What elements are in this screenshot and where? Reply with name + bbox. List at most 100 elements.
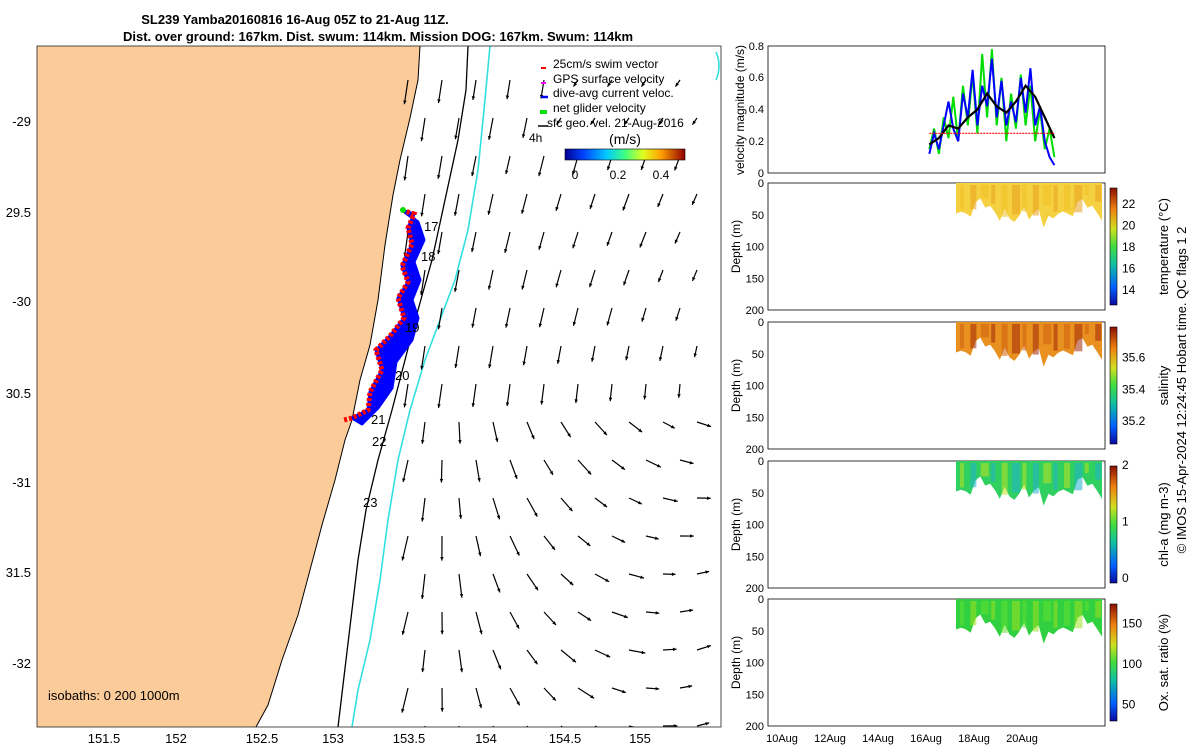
section-colorbar — [1110, 327, 1117, 444]
section-streak — [1012, 463, 1020, 493]
depth-tick: 150 — [746, 551, 764, 563]
section-streak — [1085, 324, 1089, 334]
section-streak — [960, 324, 964, 348]
date-tick-2: 14Aug — [862, 733, 894, 745]
figure-title-line2: Dist. over ground: 167km. Dist. swum: 11… — [123, 29, 633, 44]
depth-tick: 200 — [746, 305, 764, 317]
section-streak — [1054, 185, 1058, 212]
map-panel: 17 18 19 20 21 22 23 isobaths: 0 200 100… — [6, 46, 721, 749]
depth-tick: 150 — [746, 689, 764, 701]
velocity-panel: 0 0.2 0.4 0.6 0.8 velocity magnitude (m/… — [733, 41, 1105, 180]
section-streak — [1043, 601, 1051, 621]
section-y-label: Depth (m) — [729, 220, 743, 273]
colorbar-label: chl-a (mg m-3) — [1156, 482, 1171, 567]
time-x-axis: 10Aug 12Aug 14Aug 16Aug 18Aug 20Aug — [766, 733, 1038, 745]
section-streak — [1022, 185, 1026, 212]
legend-gps-label: GPS surface velocity — [553, 72, 664, 86]
colorbar-tick-0: 0 — [572, 168, 579, 182]
section-streak — [970, 185, 976, 209]
section-streak — [1002, 185, 1008, 217]
depth-tick: 50 — [752, 488, 764, 500]
date-tick-3: 16Aug — [910, 733, 942, 745]
colorbar-tick: 1 — [1122, 515, 1129, 529]
section-streak — [1012, 324, 1020, 354]
current-arrow — [527, 726, 538, 742]
section-streak — [1095, 185, 1101, 202]
section-streak — [960, 185, 964, 209]
colorbar-tick: 16 — [1122, 261, 1136, 275]
section-streak — [970, 601, 976, 625]
section-streak — [1043, 463, 1051, 483]
section-streak — [1012, 185, 1020, 215]
section-streak — [1064, 601, 1070, 626]
vel-y-tick-2: 0.4 — [749, 104, 764, 116]
section-streak — [1022, 463, 1026, 490]
colorbar-title: (m/s) — [609, 131, 641, 147]
section-streak — [1064, 324, 1070, 349]
colorbar-tick: 2 — [1122, 458, 1129, 472]
section-streak — [991, 324, 995, 343]
section-streak — [1095, 601, 1101, 618]
map-x-tick-6: 154.5 — [549, 731, 582, 746]
section-streak — [981, 324, 989, 337]
section-streak — [1002, 601, 1008, 633]
depth-tick: 100 — [746, 658, 764, 670]
section-streak — [981, 463, 989, 476]
colorbar-tick: 35.4 — [1122, 382, 1146, 396]
section-streak — [1074, 601, 1082, 628]
section-streak — [1054, 463, 1058, 490]
depth-tick: 0 — [758, 317, 764, 329]
section-colorbar — [1110, 604, 1117, 721]
vel-y-tick-3: 0.6 — [749, 72, 764, 84]
colorbar-tick-1: 0.2 — [610, 168, 627, 182]
section-streak — [981, 185, 989, 198]
depth-tick: 150 — [746, 412, 764, 424]
section-streak — [1064, 185, 1070, 210]
colorbar-gradient — [565, 149, 685, 160]
section-streak — [960, 601, 964, 625]
section-streak — [1033, 324, 1039, 355]
section-streak — [1033, 601, 1039, 632]
depth-tick: 0 — [758, 456, 764, 468]
velocity-y-ticks: 0 0.2 0.4 0.6 0.8 — [749, 41, 764, 180]
section-streak — [1085, 185, 1089, 195]
colorbar-tick: 20 — [1122, 218, 1136, 232]
section-streak — [1095, 463, 1101, 480]
day-label-22: 22 — [372, 434, 386, 449]
date-tick-5: 20Aug — [1006, 733, 1038, 745]
section-streak — [1043, 185, 1051, 205]
section-streak — [991, 185, 995, 204]
day-label-19: 19 — [405, 320, 419, 335]
depth-tick: 0 — [758, 594, 764, 606]
colorbar-tick: 150 — [1122, 616, 1142, 630]
depth-tick: 50 — [752, 626, 764, 638]
map-y-tick-2: -30 — [12, 294, 31, 309]
section-streak — [1012, 601, 1020, 631]
section-streak — [1095, 324, 1101, 341]
colorbar-tick: 35.6 — [1122, 351, 1146, 365]
section-streak — [981, 601, 989, 614]
day-label-21: 21 — [371, 412, 385, 427]
depth-tick: 50 — [752, 210, 764, 222]
depth-tick: 100 — [746, 242, 764, 254]
section-y-label: Depth (m) — [729, 636, 743, 689]
time-label: 4h — [529, 131, 542, 145]
colorbar-tick: 22 — [1122, 197, 1136, 211]
section-streak — [970, 324, 976, 348]
date-tick-4: 18Aug — [958, 733, 990, 745]
depth-tick: 200 — [746, 444, 764, 456]
section-streak — [970, 463, 976, 487]
map-x-tick-2: 152.5 — [246, 731, 279, 746]
colorbar-tick: 14 — [1122, 283, 1136, 297]
copyright-note: © IMOS 15-Apr-2024 12:24:45 Hobart time.… — [1174, 227, 1189, 554]
depth-tick: 0 — [758, 178, 764, 190]
map-x-tick-1: 152 — [165, 731, 187, 746]
vel-y-tick-1: 0.2 — [749, 136, 764, 148]
colorbar-tick: 18 — [1122, 240, 1136, 254]
isobaths-label: isobaths: 0 200 1000m — [48, 688, 180, 703]
section-streak — [1002, 324, 1008, 356]
day-label-20: 20 — [395, 368, 409, 383]
map-y-tick-3: 30.5 — [6, 386, 31, 401]
